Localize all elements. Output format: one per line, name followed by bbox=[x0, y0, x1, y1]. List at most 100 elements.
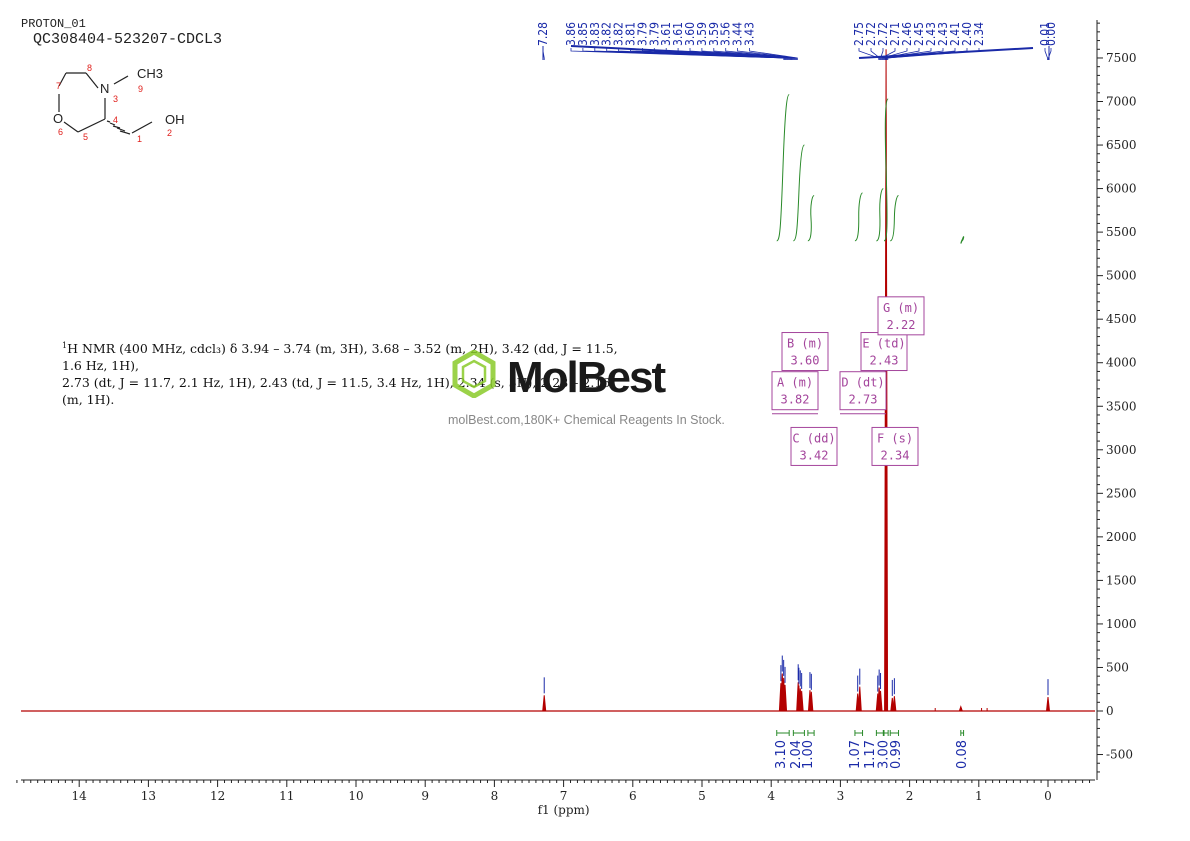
peak-shift-label: 2.46 bbox=[900, 22, 914, 46]
y-tick-label: 3500 bbox=[1106, 399, 1137, 413]
multiplet-shift: 2.22 bbox=[887, 318, 916, 332]
multiplet-label: D (dt) bbox=[841, 376, 884, 390]
spectrum-header: PROTON_01 QC308404-523207-CDCL3 bbox=[21, 17, 222, 49]
integral-value: 1.00 bbox=[801, 740, 816, 769]
hexagon-logo-icon bbox=[452, 350, 496, 398]
atom-number: 8 bbox=[87, 63, 92, 73]
peak-shift-label: 2.71 bbox=[888, 22, 902, 46]
peak-shift-label: 3.79 bbox=[635, 22, 649, 46]
integral-value: 0.99 bbox=[889, 740, 904, 769]
peak-label-leader bbox=[880, 48, 884, 60]
peak-shift-label: 2.41 bbox=[948, 22, 962, 46]
peak-label-leader bbox=[1048, 48, 1052, 60]
integral-value: 3.00 bbox=[876, 740, 891, 769]
atom-number: 6 bbox=[58, 127, 63, 137]
y-tick-label: 2500 bbox=[1106, 486, 1137, 500]
multiplet-box: E (td) 2.43 bbox=[860, 332, 908, 372]
multiplet-shift: 2.73 bbox=[849, 393, 878, 407]
multiplet-shift: 2.43 bbox=[870, 354, 899, 368]
nmr-line-1-text: H NMR (400 MHz, cdcl₃) δ 3.94 – 3.74 (m,… bbox=[62, 341, 618, 374]
atom-number: 1 bbox=[137, 134, 142, 144]
atom-number: 3 bbox=[113, 94, 118, 104]
peak-shift-label: 0.01 bbox=[1038, 22, 1052, 46]
peak-shift-label: 3.59 bbox=[707, 22, 721, 46]
atom-number: 4 bbox=[113, 115, 118, 125]
peak-shift-label: 2.34 bbox=[972, 22, 986, 46]
peak-label-leader bbox=[881, 48, 896, 60]
nucleus-superscript: 1 bbox=[62, 341, 68, 350]
x-tick-label: 10 bbox=[348, 789, 363, 803]
watermark-tagline: molBest.com,180K+ Chemical Reagents In S… bbox=[448, 413, 725, 427]
logo-wordmark: MolBest bbox=[507, 353, 666, 398]
y-tick-label: 2000 bbox=[1106, 530, 1137, 544]
integral-curve bbox=[807, 195, 815, 242]
peak-label-leader bbox=[858, 48, 880, 60]
peak-shift-label: 3.43 bbox=[743, 22, 757, 46]
x-tick-label: 1 bbox=[975, 789, 983, 803]
x-tick-label: 7 bbox=[560, 789, 568, 803]
multiplet-label: A (m) bbox=[777, 376, 813, 390]
spectrum-peak bbox=[542, 695, 547, 712]
atom-number: 5 bbox=[83, 132, 88, 142]
peak-shift-label: 0.00 bbox=[1044, 22, 1058, 46]
y-tick-label: 1500 bbox=[1106, 573, 1137, 587]
peak-label-leader bbox=[882, 48, 908, 60]
multiplet-box: A (m) 3.82 bbox=[771, 371, 819, 415]
multiplet-shift: 2.34 bbox=[881, 448, 910, 462]
integral-curve bbox=[890, 195, 899, 242]
atom-number: 9 bbox=[138, 84, 143, 94]
spectrum-peak bbox=[809, 691, 814, 712]
integral-curve bbox=[960, 236, 965, 244]
peak-shift-label: 3.79 bbox=[647, 22, 661, 46]
spectrum-peak bbox=[878, 690, 883, 712]
peak-shift-label: 2.75 bbox=[852, 22, 866, 46]
multiplet-shift: 3.42 bbox=[800, 448, 829, 462]
integral-value: 2.04 bbox=[789, 740, 804, 769]
peak-label-leader bbox=[737, 48, 797, 60]
integral-curve bbox=[883, 98, 889, 242]
spectrum-peak bbox=[783, 684, 788, 712]
spectrum-peak bbox=[857, 686, 862, 712]
multiplet-box: D (dt) 2.73 bbox=[839, 371, 887, 415]
multiplet-label: G (m) bbox=[883, 301, 919, 315]
multiplet-box-frame bbox=[790, 426, 838, 466]
y-tick-label: 7500 bbox=[1106, 51, 1137, 65]
multiplet-shift: 3.82 bbox=[781, 393, 810, 407]
peak-label-leader bbox=[870, 48, 881, 60]
peak-shift-label: 7.28 bbox=[536, 22, 550, 46]
peak-group-bracket bbox=[570, 45, 788, 58]
multiplet-label: C (dd) bbox=[792, 431, 835, 445]
atom-o: O bbox=[53, 111, 63, 126]
peak-shift-label: 3.81 bbox=[624, 22, 638, 46]
multiplet-box: F (s) 2.34 bbox=[871, 426, 919, 466]
multiplet-box-frame bbox=[871, 426, 919, 466]
peak-label-leader bbox=[725, 48, 796, 60]
atom-number: 2 bbox=[167, 128, 172, 138]
integral-value: 0.08 bbox=[955, 740, 970, 769]
x-tick-label: 12 bbox=[210, 789, 225, 803]
multiplet-label: B (m) bbox=[787, 337, 823, 351]
sample-name: PROTON_01 bbox=[21, 17, 86, 31]
multiplet-box: B (m) 3.60 bbox=[781, 332, 829, 372]
peak-shift-label: 3.61 bbox=[671, 22, 685, 46]
peak-shift-label: 3.60 bbox=[683, 22, 697, 46]
peak-shift-label: 2.40 bbox=[960, 22, 974, 46]
integral-curve bbox=[854, 192, 863, 242]
multiplet-box-frame bbox=[781, 332, 829, 372]
integral-value: 1.07 bbox=[848, 740, 863, 769]
peak-shift-label: 2.72 bbox=[864, 22, 878, 46]
x-tick-label: 11 bbox=[279, 789, 294, 803]
multiplet-label: E (td) bbox=[862, 337, 905, 351]
integral-curve bbox=[776, 94, 790, 242]
peak-shift-label: 3.86 bbox=[564, 22, 578, 46]
peak-shift-label: 3.82 bbox=[600, 22, 614, 46]
peak-shift-label: 2.43 bbox=[936, 22, 950, 46]
y-tick-label: 1000 bbox=[1106, 617, 1137, 631]
peak-shift-label: 3.61 bbox=[659, 22, 673, 46]
x-tick-label: 13 bbox=[141, 789, 156, 803]
y-tick-label: 5000 bbox=[1106, 269, 1137, 283]
integral-value: 3.10 bbox=[774, 740, 789, 769]
atom-n: N bbox=[100, 81, 109, 96]
spectrum-peak bbox=[799, 690, 804, 712]
